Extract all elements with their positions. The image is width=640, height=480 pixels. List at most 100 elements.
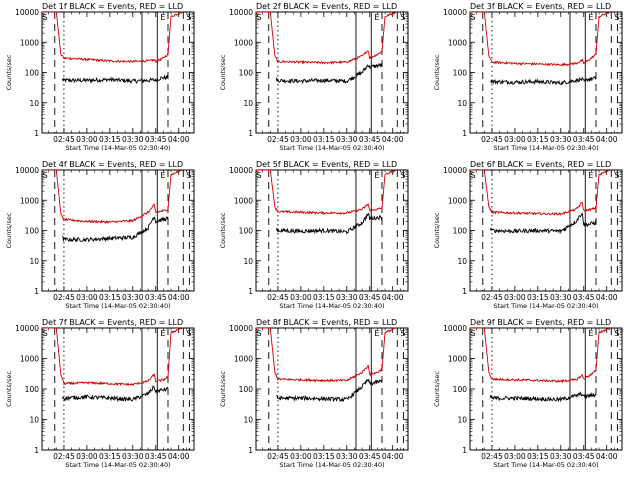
y-tick-label: 100 <box>239 385 254 394</box>
series-events-line <box>61 74 169 85</box>
plot-frame <box>469 11 623 134</box>
y-tick-label: 10000 <box>229 166 253 175</box>
y-tick-label: 1000 <box>448 196 467 205</box>
chart-title: Det 7f BLACK = Events, RED = LLD <box>42 318 183 327</box>
series-events-line <box>490 76 597 86</box>
x-axis-label: Start Time (14-Mar-05 02:30:40) <box>279 144 384 152</box>
x-tick-label: 03:30 <box>550 452 572 461</box>
x-tick-label: 03:00 <box>504 293 526 302</box>
y-tick-label: 1000 <box>20 196 39 205</box>
chart-panel: Det 9f BLACK = Events, RED = LLD 1 10 100 10… <box>433 318 623 469</box>
x-tick-label: 03:00 <box>290 293 312 302</box>
x-tick-label: 02:45 <box>267 293 289 302</box>
x-axis-label: Start Time (14-Mar-05 02:30:40) <box>65 461 170 469</box>
x-tick-label: 03:15 <box>99 135 121 144</box>
y-axis-label: Counts/sec <box>5 54 13 90</box>
y-tick-label: 10000 <box>443 166 467 175</box>
saa-marker-letter: E <box>160 13 165 22</box>
saa-marker-letter: S <box>400 13 405 22</box>
x-tick-label: 04:00 <box>168 452 190 461</box>
saa-marker-letter: E <box>374 329 379 338</box>
x-tick-label: 03:45 <box>573 135 595 144</box>
x-tick-label: 02:45 <box>267 452 289 461</box>
chart-panel: Det 5f BLACK = Events, RED = LLD 1 10 100 10… <box>219 160 409 310</box>
x-axis-label: Start Time (14-Mar-05 02:30:40) <box>493 302 598 310</box>
saa-marker-letter: E <box>588 13 593 22</box>
x-tick-label: 02:45 <box>481 452 503 461</box>
x-tick-label: 03:15 <box>527 135 549 144</box>
saa-marker-letter: S <box>43 329 48 338</box>
y-tick-label: 10 <box>29 99 39 108</box>
saa-marker-letter: S <box>614 13 619 22</box>
x-tick-label: 03:00 <box>290 135 312 144</box>
y-tick-label: 1 <box>248 129 253 138</box>
series-events-line <box>276 378 383 403</box>
y-tick-label: 1 <box>462 129 467 138</box>
x-tick-label: 02:45 <box>481 135 503 144</box>
x-tick-label: 03:30 <box>122 293 144 302</box>
x-axis-label: Start Time (14-Mar-05 02:30:40) <box>493 461 598 469</box>
x-tick-label: 03:00 <box>504 452 526 461</box>
series-lld-line <box>256 328 396 383</box>
saa-marker-letter: S <box>471 171 476 180</box>
x-tick-label: 03:30 <box>336 293 358 302</box>
saa-marker-letter: S <box>257 171 262 180</box>
y-axis-label: Counts/sec <box>433 371 441 407</box>
y-tick-label: 100 <box>239 69 254 78</box>
x-tick-label: 04:00 <box>596 452 618 461</box>
x-tick-label: 03:15 <box>99 452 121 461</box>
y-tick-label: 100 <box>453 69 468 78</box>
x-axis-label: Start Time (14-Mar-05 02:30:40) <box>279 461 384 469</box>
x-tick-label: 04:00 <box>382 135 404 144</box>
chart-title: Det 1f BLACK = Events, RED = LLD <box>42 2 183 11</box>
saa-marker-letter: E <box>588 329 593 338</box>
saa-marker-letter: S <box>257 13 262 22</box>
x-tick-label: 04:00 <box>168 135 190 144</box>
series-lld-line <box>42 12 183 64</box>
x-tick-label: 03:45 <box>145 452 167 461</box>
x-tick-label: 03:15 <box>313 293 335 302</box>
series-events-line <box>61 384 169 402</box>
plot-frame <box>469 327 623 451</box>
y-tick-label: 10 <box>457 257 467 266</box>
saa-marker-letter: S <box>400 171 405 180</box>
y-tick-label: 10000 <box>443 324 467 333</box>
y-axis-label: Counts/sec <box>5 212 13 248</box>
y-tick-label: 10000 <box>15 166 39 175</box>
y-axis-label: Counts/sec <box>219 212 227 248</box>
x-tick-label: 03:45 <box>145 135 167 144</box>
x-tick-label: 04:00 <box>382 293 404 302</box>
x-axis-label: Start Time (14-Mar-05 02:30:40) <box>279 302 384 310</box>
y-tick-label: 10 <box>243 416 253 425</box>
y-tick-label: 10000 <box>443 8 467 17</box>
chart-panel: Det 6f BLACK = Events, RED = LLD 1 10 100 10… <box>433 160 623 310</box>
saa-marker-letter: S <box>471 13 476 22</box>
x-tick-label: 02:45 <box>267 135 289 144</box>
y-axis-label: Counts/sec <box>433 212 441 248</box>
series-lld-line <box>42 170 183 225</box>
y-tick-label: 10 <box>243 99 253 108</box>
y-tick-label: 1000 <box>234 196 253 205</box>
y-tick-label: 10 <box>29 416 39 425</box>
plot-frame <box>41 327 195 451</box>
x-tick-label: 02:45 <box>481 293 503 302</box>
saa-marker-letter: S <box>471 329 476 338</box>
series-lld-line <box>470 328 611 384</box>
x-tick-label: 03:45 <box>359 135 381 144</box>
y-axis-label: Counts/sec <box>433 54 441 90</box>
y-tick-label: 1000 <box>448 38 467 47</box>
y-tick-label: 10000 <box>15 324 39 333</box>
x-tick-label: 03:00 <box>290 452 312 461</box>
y-tick-label: 10000 <box>229 8 253 17</box>
chart-panel: Det 7f BLACK = Events, RED = LLD 1 10 100 10… <box>5 318 195 469</box>
saa-marker-letter: S <box>186 13 191 22</box>
series-lld-line <box>256 170 397 216</box>
y-tick-label: 10000 <box>15 8 39 17</box>
saa-marker-letter: E <box>588 171 593 180</box>
y-tick-label: 1 <box>462 446 467 455</box>
y-tick-label: 100 <box>25 385 40 394</box>
x-tick-label: 04:00 <box>596 135 618 144</box>
series-lld-line <box>42 328 182 387</box>
saa-marker-letter: S <box>400 329 405 338</box>
x-tick-label: 04:00 <box>168 293 190 302</box>
